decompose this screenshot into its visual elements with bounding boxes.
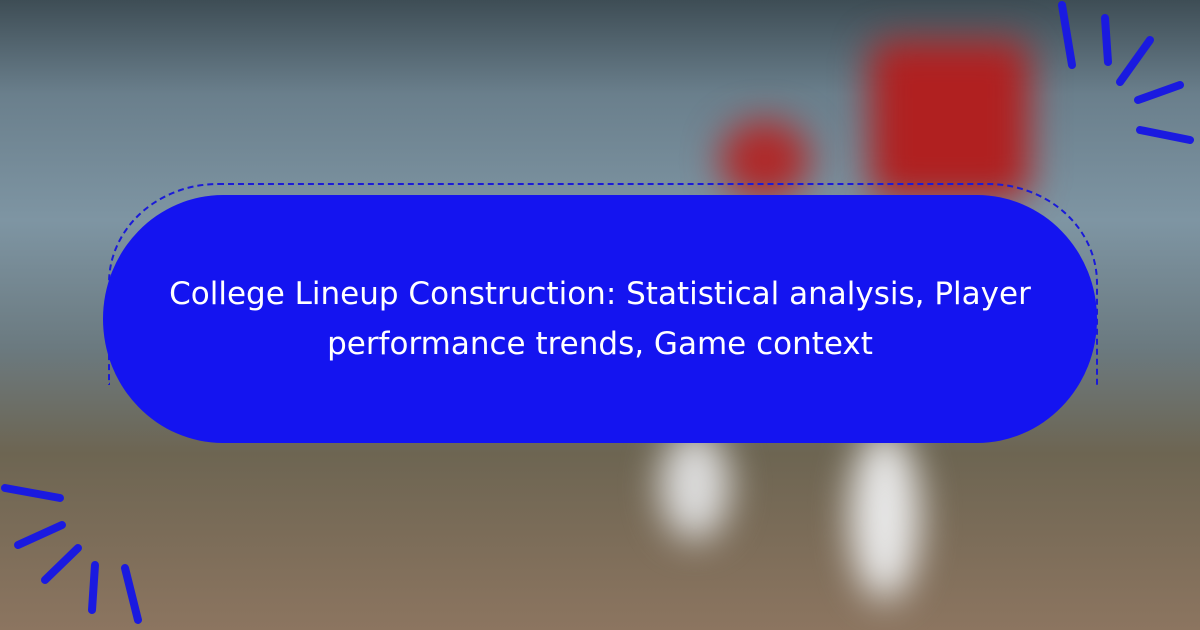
sparkle-icon	[1058, 1, 1194, 144]
blurred-leg	[850, 430, 920, 600]
blurred-leg	[660, 430, 730, 540]
page-title: College Lineup Construction: Statistical…	[169, 276, 1031, 362]
blurred-helmet	[720, 120, 810, 200]
sparkle-icon	[1, 484, 142, 624]
blurred-player	[870, 40, 1030, 200]
title-banner	[103, 195, 1097, 443]
